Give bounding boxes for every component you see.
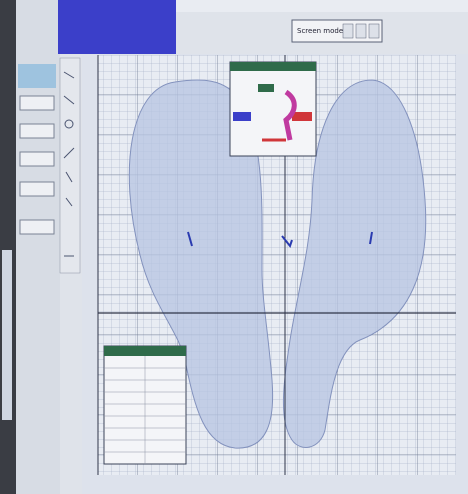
cop-mark <box>187 231 193 247</box>
cop-mark <box>281 235 293 249</box>
panel-button[interactable] <box>19 95 55 111</box>
table-title-bar <box>104 346 186 356</box>
window-tag <box>292 112 312 121</box>
panel-button[interactable] <box>19 123 55 139</box>
toolbar-button[interactable] <box>355 23 367 39</box>
tool-icon[interactable] <box>65 197 73 207</box>
balance-window <box>229 61 317 157</box>
panel-button[interactable] <box>18 64 56 88</box>
window-title-bar <box>230 62 316 71</box>
tool-icon[interactable] <box>63 71 75 79</box>
photo-edge <box>2 250 12 420</box>
top-bar <box>176 0 468 12</box>
tool-icon[interactable] <box>63 95 75 105</box>
tool-column <box>59 57 81 274</box>
panel-button[interactable] <box>19 181 55 197</box>
tool-icon[interactable] <box>63 147 75 159</box>
window-tag <box>258 84 274 92</box>
header-panel <box>58 0 176 54</box>
tool-icon[interactable] <box>65 171 73 183</box>
toolbar-button[interactable] <box>342 23 354 39</box>
panel-button[interactable] <box>19 151 55 167</box>
tool-icon[interactable] <box>64 119 74 129</box>
right-foot <box>282 79 427 448</box>
panel-button[interactable] <box>19 219 55 235</box>
cop-mark <box>369 231 373 245</box>
toolbar-button[interactable] <box>368 23 380 39</box>
window-tag <box>233 112 251 121</box>
balance-shape <box>283 89 297 141</box>
mode-label: Screen mode <box>297 27 343 35</box>
